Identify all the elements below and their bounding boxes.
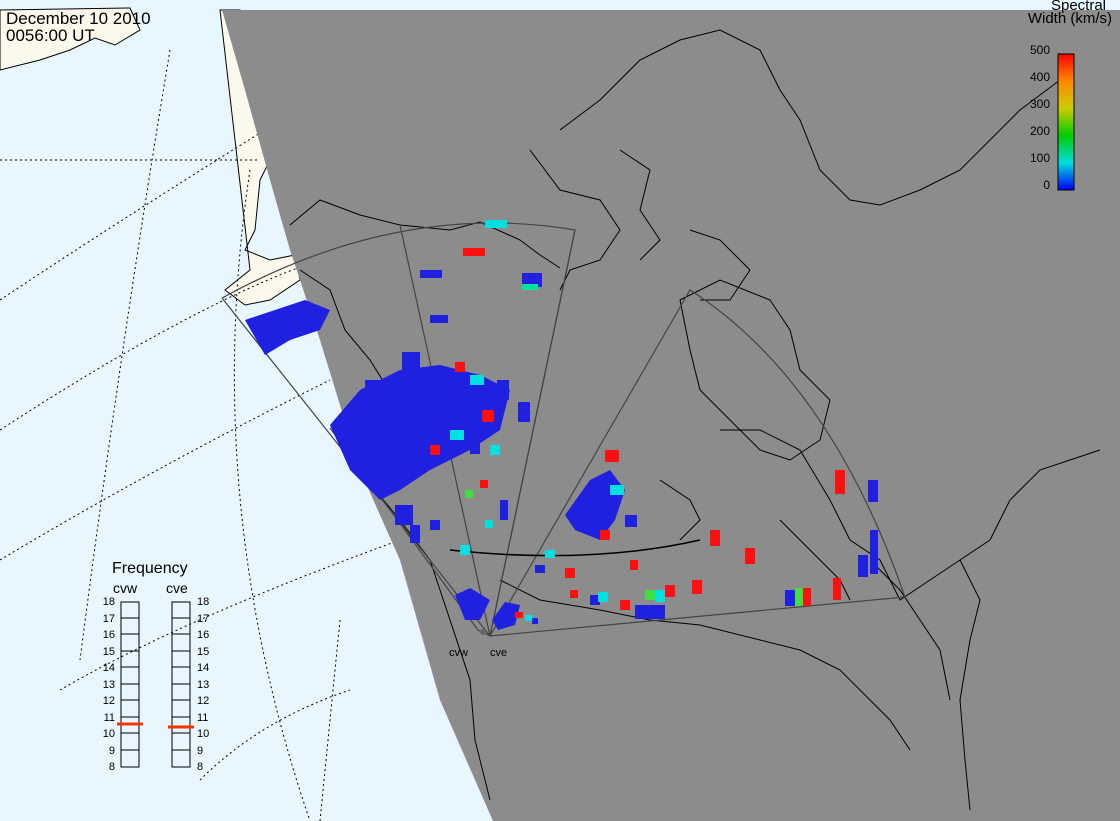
frequency-tick-left: 11 — [103, 711, 115, 724]
frequency-tick-right: 12 — [197, 695, 210, 707]
frequency-tick-left: 12 — [102, 695, 115, 707]
frequency-tick-right: 11 — [197, 711, 209, 724]
frequency-tick-right: 17 — [197, 612, 210, 625]
frequency-tick-left: 9 — [108, 744, 115, 757]
frequency-tick-right: 16 — [197, 629, 210, 641]
frequency-tick-right: 9 — [197, 744, 204, 757]
colorbar-tick: 200 — [1029, 124, 1050, 138]
colorbar-tick: 500 — [1029, 43, 1050, 57]
frequency-indicators — [120, 601, 191, 768]
frequency-tick-left: 17 — [102, 612, 115, 625]
frequency-tick-right: 10 — [197, 728, 210, 740]
frequency-tick-right: 14 — [197, 662, 210, 674]
colorbar-units: Width (km/s) — [1027, 10, 1112, 27]
frequency-tick-left: 18 — [102, 596, 115, 608]
frequency-tick-left: 15 — [102, 645, 115, 658]
frequency-tick-left: 8 — [108, 761, 115, 773]
radar-label-cve: cve — [490, 647, 508, 659]
time-label: 0056:00 UT — [6, 26, 95, 45]
radar-site-marker — [480, 629, 486, 635]
frequency-tick-right: 13 — [197, 678, 210, 691]
date-label: December 10 2010 — [6, 9, 151, 28]
frequency-tick-right: 8 — [197, 761, 204, 773]
night-shading — [222, 10, 1120, 821]
frequency-radar-cve: cve — [166, 580, 188, 596]
fov-range-arc — [449, 539, 701, 557]
frequency-tick-left: 10 — [102, 728, 115, 740]
colorbar-tick: 300 — [1029, 97, 1050, 111]
frequency-tick-left: 14 — [102, 662, 115, 674]
frequency-radar-cvw: cvw — [113, 580, 138, 596]
frequency-tick-right: 15 — [197, 645, 210, 658]
scatter-cells — [245, 220, 878, 630]
colorbar-tick: 0 — [1043, 178, 1050, 192]
colorbar-tick: 100 — [1029, 151, 1050, 165]
frequency-tick-left: 16 — [102, 629, 115, 641]
radar-label-cvw: cvw — [449, 647, 468, 659]
frequency-title: Frequency — [112, 560, 188, 577]
frequency-tick-right: 18 — [197, 596, 210, 608]
colorbar-title: Spectral — [1050, 0, 1106, 14]
frequency-tick-left: 13 — [102, 678, 115, 691]
colorbar-tick: 400 — [1029, 70, 1050, 84]
colorbar — [1057, 53, 1075, 191]
